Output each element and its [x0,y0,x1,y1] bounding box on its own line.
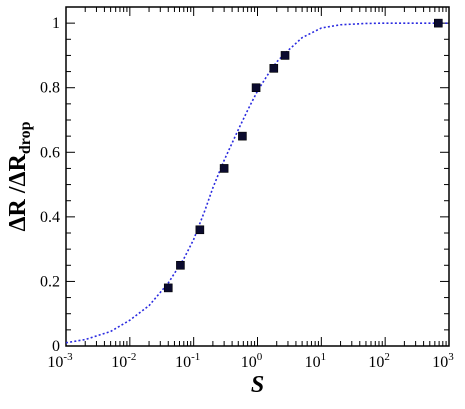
x-tick-label: 100 [241,351,263,371]
x-tick-label: 10-1 [175,351,200,371]
x-tick-label-exponent: -2 [127,351,136,363]
plot-frame [65,6,450,347]
data-point [195,225,205,235]
x-tick-labels: 10-3 10-2 10-1 100 101 102 103 [47,351,454,371]
data-point [269,64,279,73]
x-tick-label: 102 [368,351,390,371]
x-axis-title: S [251,372,264,398]
x-tick-label-exponent: -1 [191,351,200,363]
x-tick-label-base: 10 [305,354,321,371]
x-tick-label-exponent: -3 [63,351,73,363]
axis-ticks [65,7,450,347]
y-tick-labels: 0 0.2 0.4 0.6 0.8 1 [40,15,60,355]
x-tick-label-exponent: 1 [321,351,327,363]
y-tick-label: 0.4 [40,209,60,226]
x-tick-label: 101 [305,351,327,371]
y-tick-label: 0.8 [40,80,60,97]
x-tick-label-base: 10 [111,354,127,371]
y-tick-label: 0.6 [40,144,60,161]
y-axis-title-main: ΔR /ΔR [5,153,31,231]
fit-curve [65,22,449,344]
y-tick-label: 0 [52,338,60,355]
x-tick-label-base: 10 [432,354,448,371]
x-tick-label-exponent: 2 [384,351,390,363]
x-tick-label-base: 10 [368,354,384,371]
x-tick-label: 10-2 [111,351,136,371]
data-point [251,83,261,93]
x-tick-label-base: 10 [47,354,63,371]
x-tick-label: 103 [432,351,454,371]
y-tick-label: 0.2 [40,273,60,290]
x-tick-label-base: 10 [241,354,257,371]
x-tick-label-exponent: 3 [448,351,454,363]
y-axis-title: ΔR /ΔRdrop [5,121,34,231]
x-tick-label-base: 10 [175,354,191,371]
y-tick-label: 1 [52,15,60,32]
data-point [434,18,443,28]
data-markers [163,18,443,293]
x-tick-label-exponent: 0 [257,351,263,363]
y-axis-title-subscript: drop [17,121,34,154]
data-point [238,131,247,141]
data-point [280,51,290,60]
data-point [163,283,173,293]
data-point [176,260,185,270]
data-point [219,164,229,173]
x-tick-label: 10-3 [47,351,73,371]
